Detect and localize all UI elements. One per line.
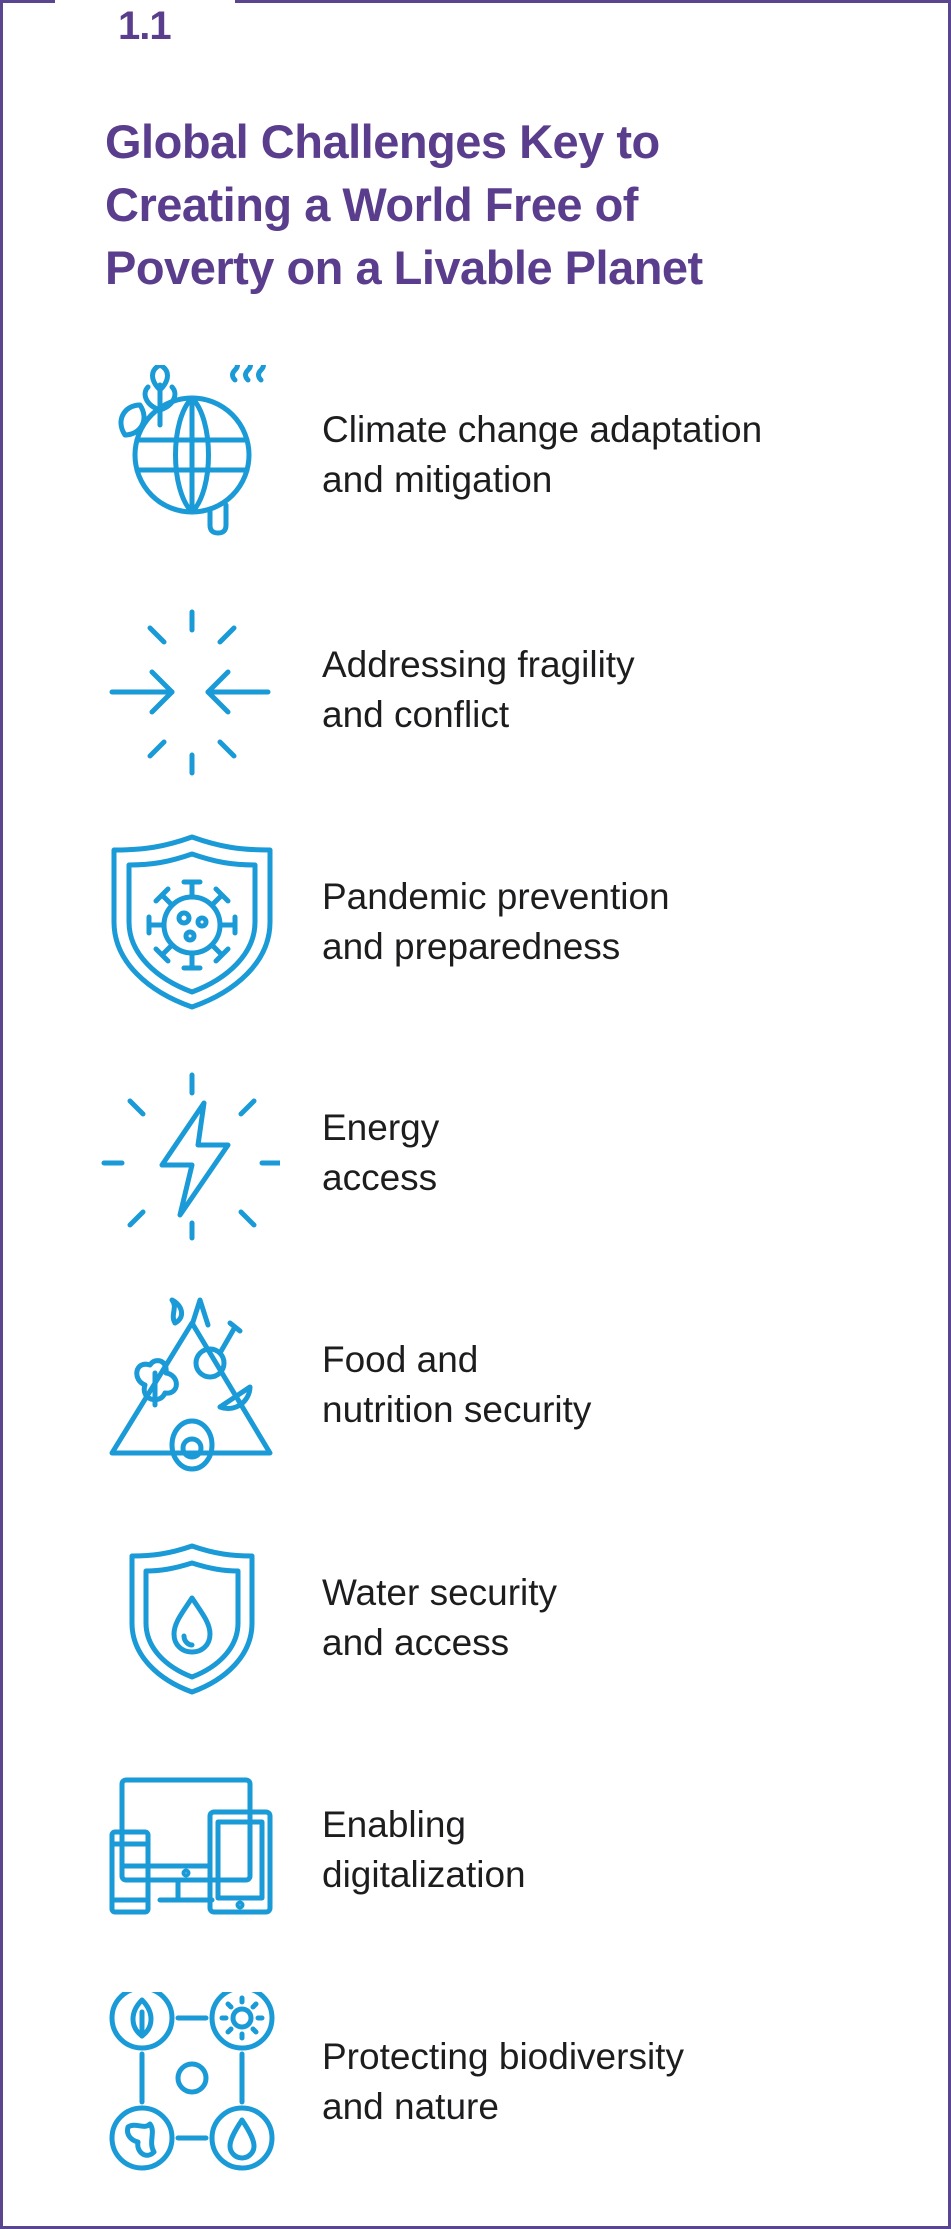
item-label-line: Pandemic prevention	[322, 876, 670, 917]
item-label: Pandemic prevention and preparedness	[322, 872, 882, 972]
list-item: Enabling digitalization	[100, 1760, 900, 1940]
item-label-line: and mitigation	[322, 459, 553, 500]
item-label-line: and access	[322, 1622, 510, 1663]
item-label-line: Addressing fragility	[322, 644, 635, 685]
list-item: Protecting biodiversity and nature	[100, 1992, 900, 2172]
frame-tab-gap	[55, 0, 235, 5]
list-item: Water security and access	[100, 1528, 900, 1708]
item-label-line: nutrition security	[322, 1389, 592, 1430]
food-pyramid-icon	[100, 1295, 280, 1475]
title-line: Creating a World Free of	[105, 178, 638, 231]
climate-globe-icon	[100, 365, 280, 545]
item-label-line: access	[322, 1157, 438, 1198]
water-shield-icon	[100, 1528, 280, 1708]
item-label-line: and preparedness	[322, 926, 621, 967]
lightning-bolt-icon	[100, 1063, 280, 1243]
item-label: Food and nutrition security	[322, 1335, 882, 1435]
list-item: Addressing fragility and conflict	[100, 600, 900, 780]
virus-shield-icon	[100, 832, 280, 1012]
biodiversity-circles-icon	[100, 1992, 280, 2172]
title-line: Poverty on a Livable Planet	[105, 241, 703, 294]
converging-arrows-icon	[100, 600, 280, 780]
list-item: Food and nutrition security	[100, 1295, 900, 1475]
item-label-line: Water security	[322, 1572, 558, 1613]
item-label-line: and conflict	[322, 694, 510, 735]
item-label: Addressing fragility and conflict	[322, 640, 882, 740]
item-label-line: digitalization	[322, 1854, 526, 1895]
section-number: 1.1	[118, 4, 172, 48]
item-label-line: and nature	[322, 2086, 499, 2127]
item-label: Protecting biodiversity and nature	[322, 2032, 882, 2132]
page-title: Global Challenges Key to Creating a Worl…	[105, 110, 865, 299]
list-item: Energy access	[100, 1063, 900, 1243]
list-item: Pandemic prevention and preparedness	[100, 832, 900, 1012]
item-label: Climate change adaptation and mitigation	[322, 405, 882, 505]
item-label: Water security and access	[322, 1568, 882, 1668]
item-label: Enabling digitalization	[322, 1800, 882, 1900]
item-label-line: Protecting biodiversity	[322, 2036, 684, 2077]
item-label-line: Climate change adaptation	[322, 409, 763, 450]
devices-icon	[100, 1760, 280, 1940]
title-line: Global Challenges Key to	[105, 115, 660, 168]
item-label-line: Enabling	[322, 1804, 467, 1845]
item-label-line: Energy	[322, 1107, 440, 1148]
list-item: Climate change adaptation and mitigation	[100, 365, 900, 545]
item-label: Energy access	[322, 1103, 882, 1203]
item-label-line: Food and	[322, 1339, 479, 1380]
